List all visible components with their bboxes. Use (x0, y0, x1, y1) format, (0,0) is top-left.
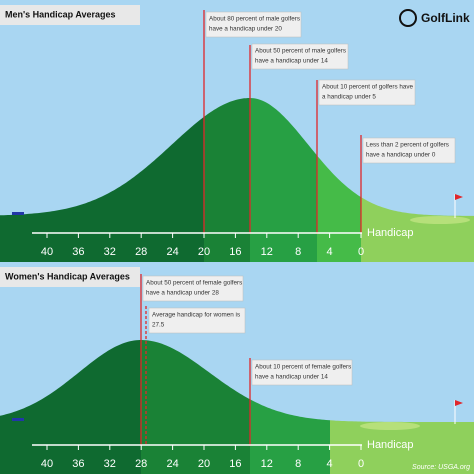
tick-label: 40 (41, 458, 53, 470)
source: Source: USGA.org (412, 464, 470, 471)
tick-label: 16 (229, 246, 241, 258)
tick-label: 24 (166, 246, 178, 258)
annotation-text: have a handicap under 14 (255, 58, 328, 65)
annotation-text: have a handicap under 28 (146, 290, 219, 297)
golfer (12, 212, 24, 215)
tick-label: 20 (198, 246, 210, 258)
annotation-text: have a handicap under 0 (366, 152, 436, 159)
annotation-box (362, 137, 456, 164)
tick-label: 28 (135, 458, 147, 470)
annotation-text: About 50 percent of male golfers (255, 48, 346, 55)
tick-label: 4 (327, 246, 333, 258)
logo-icon (399, 9, 417, 27)
tick-label: 12 (261, 246, 273, 258)
tick-label: 0 (358, 246, 364, 258)
tick-label: 12 (261, 458, 273, 470)
annotation-box (251, 359, 353, 386)
green (360, 422, 420, 430)
flag (455, 194, 463, 200)
tick-label: 16 (229, 458, 241, 470)
annotation-box (251, 43, 349, 70)
annotation-text: have a handicap under 20 (209, 26, 282, 33)
annotation-text: About 80 percent of male golfers (209, 16, 300, 23)
panel-title: Women's Handicap Averages (5, 271, 130, 281)
axis-label: Handicap (367, 227, 413, 239)
annotation-text: Average handicap for women is (152, 312, 240, 319)
tick-label: 20 (198, 458, 210, 470)
annotation-box (142, 275, 244, 302)
axis-label: Handicap (367, 439, 413, 451)
title-box (0, 5, 140, 25)
annotation-text: About 10 percent of golfers have (322, 84, 414, 91)
tick-label: 32 (104, 246, 116, 258)
green (410, 216, 470, 224)
annotation-box (318, 79, 416, 106)
tick-label: 40 (41, 246, 53, 258)
tick-label: 36 (72, 246, 84, 258)
annotation-text: Less than 2 percent of golfers (366, 142, 449, 149)
tick-label: 28 (135, 246, 147, 258)
annotation-text: 27.5 (152, 322, 165, 329)
annotation-text: have a handicap under 14 (255, 374, 328, 381)
tick-label: 36 (72, 458, 84, 470)
annotation-box (205, 11, 302, 38)
tick-label: 32 (104, 458, 116, 470)
annotation-text: About 50 percent of female golfers (146, 280, 242, 287)
tick-label: 0 (358, 458, 364, 470)
annotation-text: About 10 percent of female golfers (255, 364, 351, 371)
tick-label: 8 (295, 458, 301, 470)
tick-label: 24 (166, 458, 178, 470)
logo: GolfLink (399, 9, 470, 27)
flag (455, 400, 463, 406)
annotation-text: a handicap under 5 (322, 94, 376, 101)
title-box (0, 267, 140, 287)
tick-label: 8 (295, 246, 301, 258)
tick-label: 4 (327, 458, 333, 470)
panel-title: Men's Handicap Averages (5, 9, 116, 19)
annotation-box (148, 307, 246, 334)
logo-text: GolfLink (421, 11, 470, 25)
hill-band (204, 98, 250, 262)
golfer (12, 418, 24, 421)
